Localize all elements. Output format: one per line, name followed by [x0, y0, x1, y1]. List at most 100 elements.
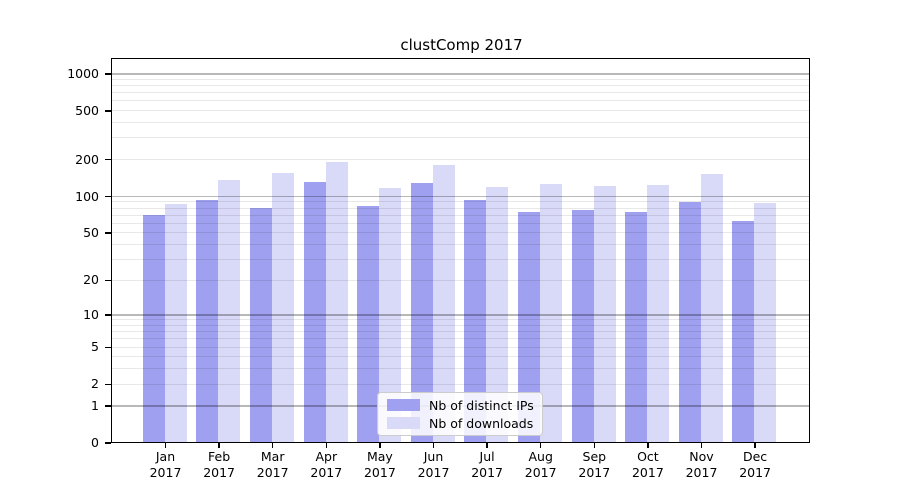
x-month-label: Apr 2017: [310, 449, 343, 480]
y-tick: [104, 73, 111, 75]
gridlines-layer: [112, 59, 810, 442]
x-month-label: May 2017: [363, 449, 396, 480]
y-tick: [104, 442, 111, 444]
gridline-minor: [112, 214, 810, 216]
gridline-minor: [112, 85, 810, 87]
gridline-minor: [112, 78, 810, 80]
y-tick-label: 500: [75, 103, 99, 118]
bar-downloads-oct: [647, 184, 670, 443]
bar-ips-aug: [517, 212, 540, 443]
y-tick-label: 100: [75, 188, 99, 204]
gridline-minor: [112, 368, 810, 370]
gridline-minor: [112, 258, 810, 260]
chart-title: clustComp 2017: [400, 36, 523, 54]
legend-label-distinct-ips: Nb of distinct IPs: [429, 397, 534, 413]
gridline-minor: [112, 137, 810, 139]
y-tick: [104, 158, 111, 161]
bar-downloads-jul: [486, 186, 509, 443]
legend-swatch-distinct-ips: [387, 398, 420, 412]
gridline-major: [112, 314, 810, 316]
y-tick: [104, 195, 111, 198]
bar-ips-dec: [732, 220, 755, 443]
legend-swatch-downloads: [387, 416, 420, 430]
bar-ips-nov: [678, 201, 701, 443]
plot-area: [111, 58, 811, 444]
x-month-label: Jun 2017: [417, 449, 450, 480]
legend: Nb of distinct IPs Nb of downloads: [377, 392, 543, 436]
y-tick-label: 200: [75, 151, 99, 167]
y-tick-label: 50: [83, 225, 99, 240]
x-month-label: Feb 2017: [203, 449, 235, 480]
bar-ips-apr: [303, 181, 326, 443]
x-tick: [218, 443, 220, 448]
gridline-minor: [112, 201, 810, 203]
x-tick: [700, 443, 703, 448]
y-tick: [104, 346, 111, 349]
gridline-minor: [112, 331, 810, 333]
gridline-minor: [112, 356, 810, 358]
x-month-label: Mar 2017: [256, 449, 289, 480]
x-month-label: Sep 2017: [578, 449, 611, 480]
gridline-minor: [112, 92, 810, 94]
y-tick: [104, 232, 111, 234]
bar-downloads-mar: [271, 172, 294, 443]
gridline-minor: [112, 383, 810, 385]
bar-ips-jul: [464, 200, 487, 443]
x-month-label: Nov 2017: [685, 449, 718, 480]
x-tick: [379, 443, 381, 448]
bar-downloads-jan: [164, 204, 187, 443]
gridline-minor: [112, 122, 810, 124]
gridline-minor: [112, 346, 810, 348]
bar-downloads-sep: [593, 185, 616, 443]
x-month-label: Dec 2017: [739, 449, 771, 480]
y-tick: [104, 110, 111, 112]
y-tick-label: 2: [91, 376, 99, 392]
bars-layer: [112, 59, 809, 443]
x-tick: [593, 443, 596, 448]
x-tick: [325, 443, 328, 448]
gridline-minor: [112, 232, 810, 234]
y-tick-label: 0: [91, 435, 99, 450]
bar-ips-jun: [410, 182, 433, 443]
bar-downloads-feb: [218, 179, 241, 443]
bar-ips-oct: [625, 212, 648, 443]
gridline-minor: [112, 207, 810, 209]
y-tick: [104, 405, 111, 407]
bar-ips-sep: [571, 209, 594, 443]
x-month-label: Aug 2017: [524, 449, 557, 480]
x-tick: [754, 443, 756, 448]
bar-ips-feb: [196, 199, 219, 443]
gridline-minor: [112, 319, 810, 321]
y-tick: [104, 314, 111, 316]
gridline-minor: [112, 110, 810, 112]
gridline-minor: [112, 222, 810, 224]
legend-item-distinct-ips: Nb of distinct IPs: [387, 397, 534, 413]
gridline-minor: [112, 338, 810, 340]
gridline-major: [112, 73, 810, 75]
bar-downloads-may: [379, 188, 402, 443]
legend-label-downloads: Nb of downloads: [429, 415, 534, 431]
y-tick: [104, 279, 111, 282]
gridline-minor: [112, 279, 810, 281]
bar-downloads-apr: [325, 161, 348, 443]
bar-downloads-jun: [432, 164, 455, 443]
gridline-major: [112, 195, 810, 198]
x-tick: [486, 443, 488, 448]
y-tick-label: 1: [91, 398, 99, 413]
bar-downloads-aug: [539, 183, 562, 443]
x-tick: [271, 443, 274, 448]
x-tick: [647, 443, 649, 448]
y-tick: [104, 383, 111, 386]
gridline-minor: [112, 100, 810, 102]
gridline-minor: [112, 158, 810, 160]
legend-item-downloads: Nb of downloads: [387, 416, 533, 431]
x-tick: [432, 443, 435, 448]
y-tick-label: 5: [91, 339, 99, 355]
bar-downloads-nov: [700, 173, 723, 443]
bar-ips-may: [357, 205, 380, 443]
x-tick: [164, 443, 167, 448]
x-month-label: Jan 2017: [149, 449, 182, 480]
gridline-minor: [112, 324, 810, 326]
bar-ips-jan: [142, 214, 165, 443]
y-tick-label: 10: [83, 306, 99, 322]
